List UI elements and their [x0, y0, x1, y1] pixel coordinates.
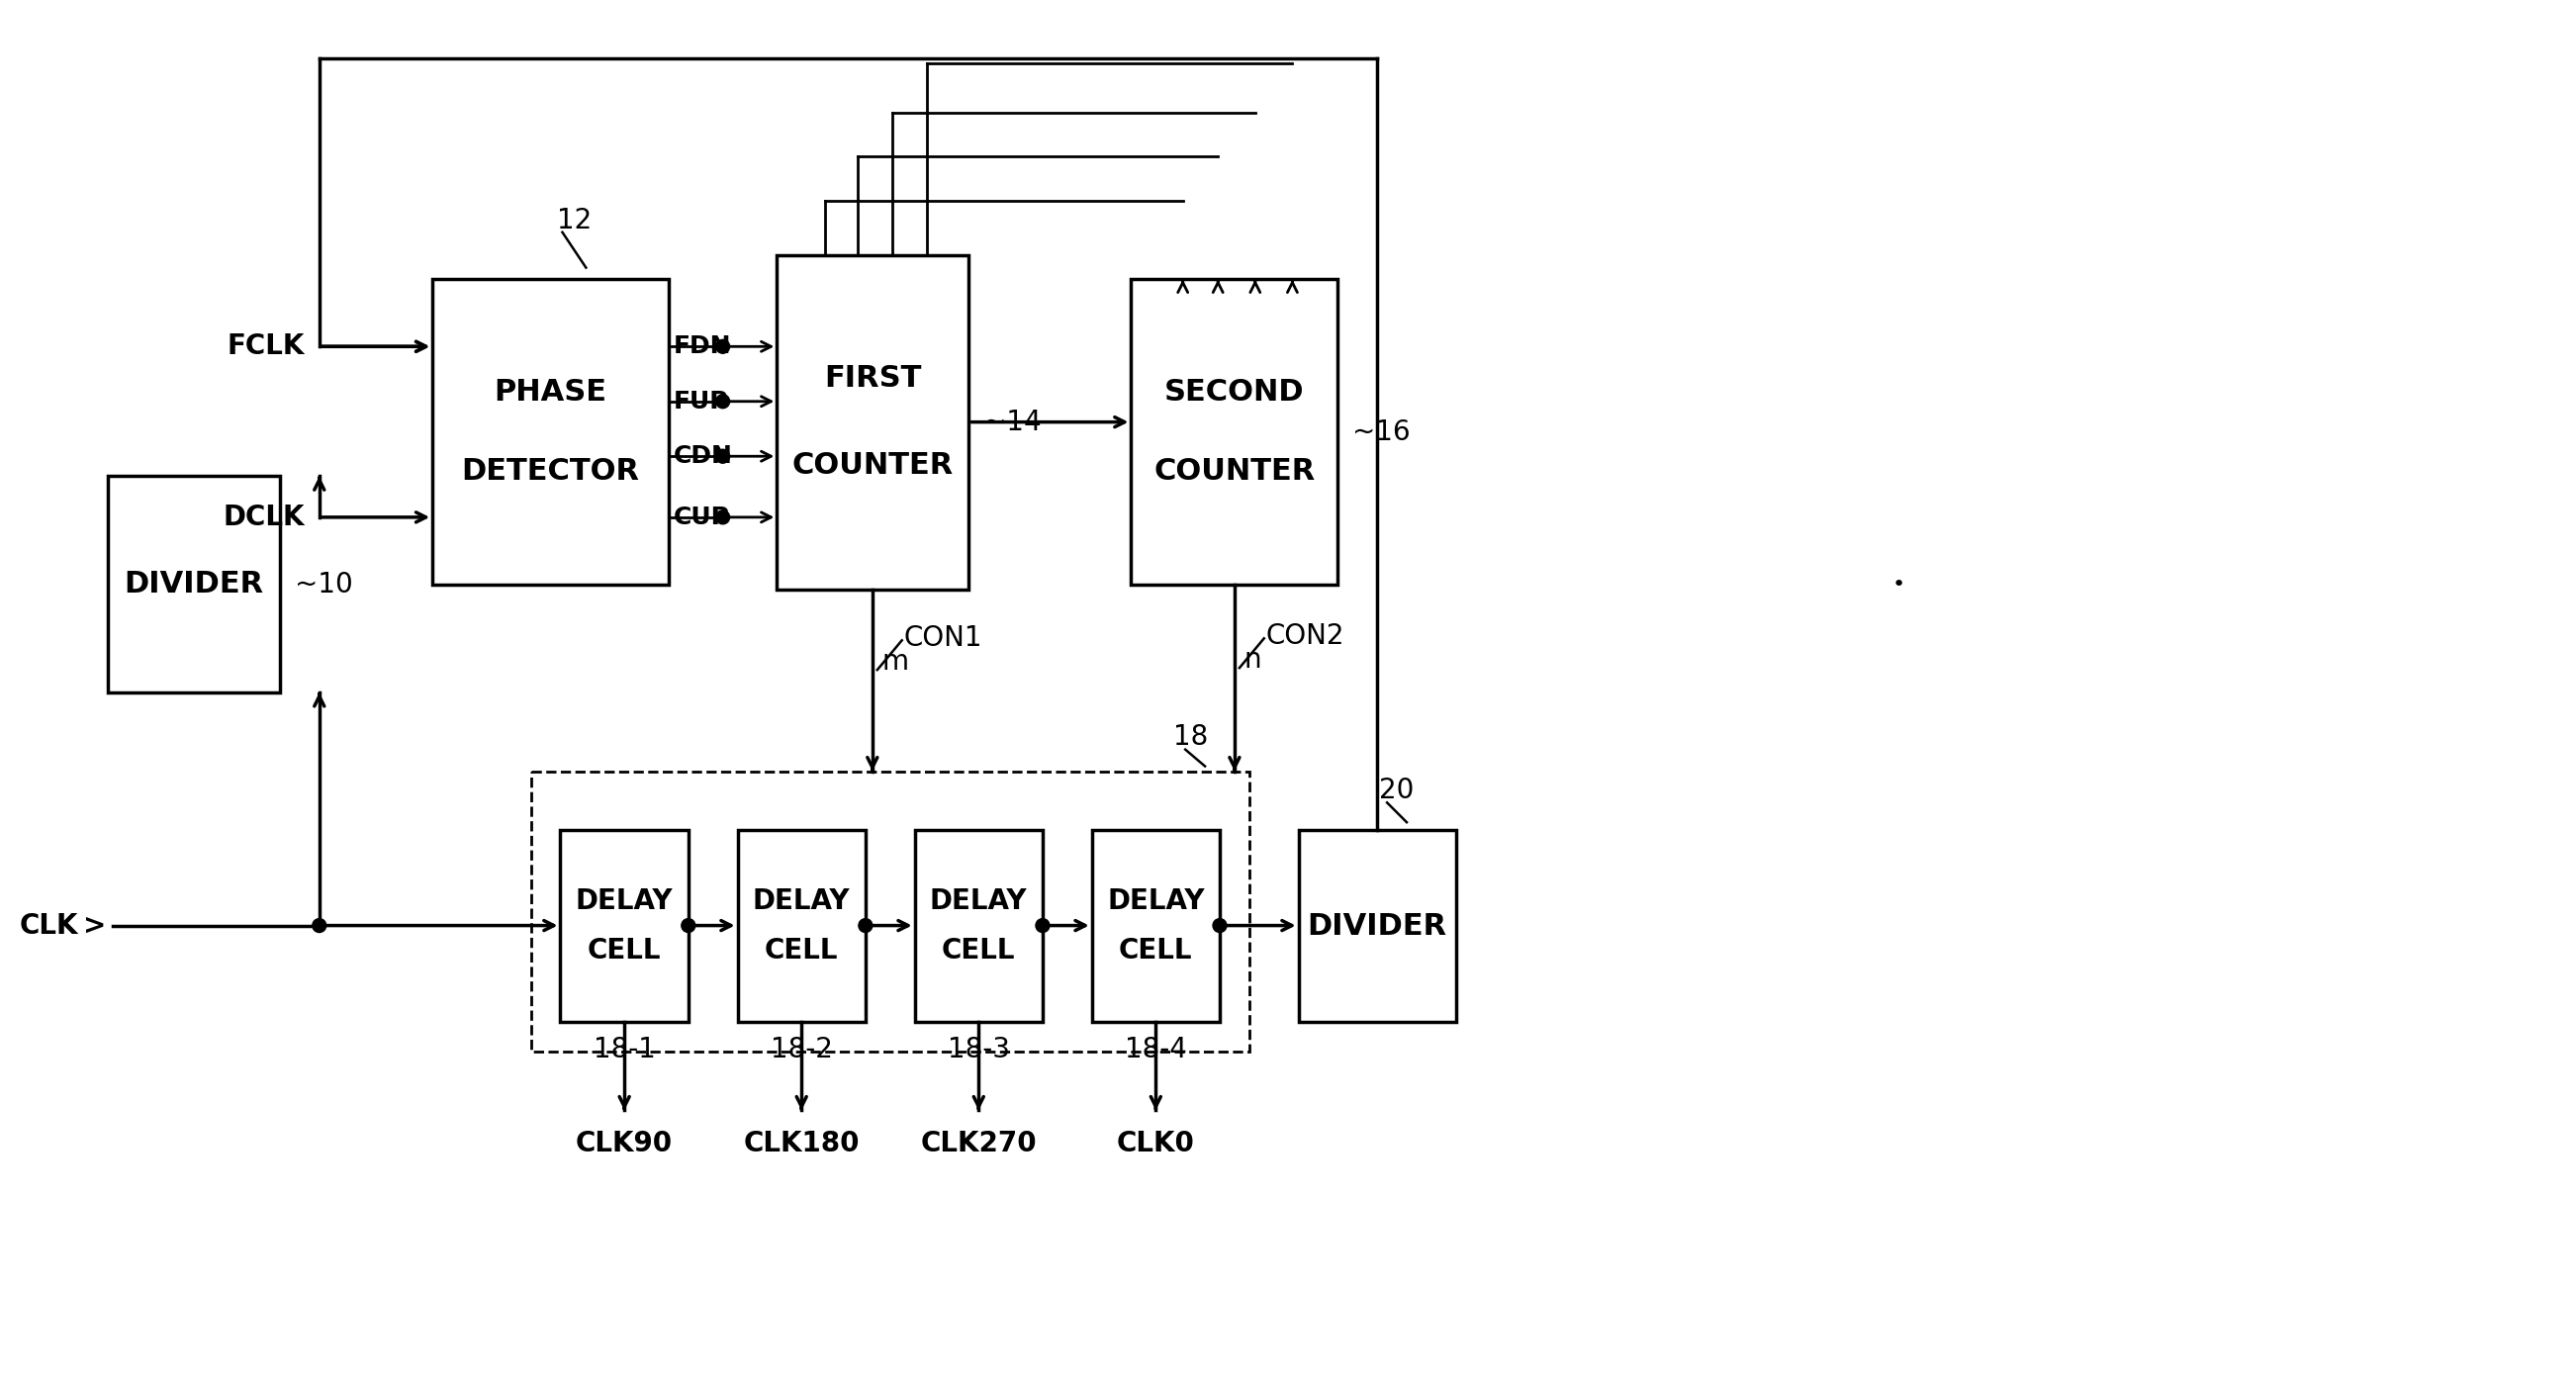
- Bar: [562, 830, 688, 1022]
- Text: ~10: ~10: [294, 570, 353, 598]
- Bar: [737, 830, 866, 1022]
- Text: DIVIDER: DIVIDER: [124, 570, 263, 598]
- Text: CON2: CON2: [1265, 623, 1345, 650]
- Text: 18: 18: [1172, 722, 1208, 750]
- Text: 18-2: 18-2: [770, 1036, 832, 1063]
- Circle shape: [1213, 918, 1226, 932]
- Text: COUNTER: COUNTER: [1154, 457, 1316, 486]
- Text: ~14: ~14: [984, 409, 1041, 436]
- Bar: [531, 771, 1249, 1051]
- Circle shape: [312, 918, 327, 932]
- Text: CELL: CELL: [765, 938, 837, 965]
- Text: DELAY: DELAY: [752, 887, 850, 916]
- Text: FIRST: FIRST: [824, 365, 922, 394]
- Bar: [914, 830, 1043, 1022]
- Text: m: m: [881, 648, 909, 675]
- Text: DCLK: DCLK: [224, 504, 304, 532]
- Circle shape: [716, 340, 729, 354]
- Text: DELAY: DELAY: [574, 887, 672, 916]
- Text: PHASE: PHASE: [495, 378, 608, 406]
- Circle shape: [858, 918, 873, 932]
- Circle shape: [1036, 918, 1048, 932]
- Text: ~16: ~16: [1352, 418, 1412, 446]
- Text: DIVIDER: DIVIDER: [1309, 911, 1448, 940]
- Text: COUNTER: COUNTER: [791, 452, 953, 479]
- Text: DELAY: DELAY: [1108, 887, 1206, 916]
- Circle shape: [716, 511, 729, 525]
- Text: DETECTOR: DETECTOR: [461, 457, 639, 486]
- Text: CELL: CELL: [587, 938, 662, 965]
- Text: n: n: [1244, 646, 1262, 674]
- Circle shape: [716, 395, 729, 409]
- Text: CLK0: CLK0: [1118, 1130, 1195, 1157]
- Text: DELAY: DELAY: [930, 887, 1028, 916]
- Text: 12: 12: [556, 207, 592, 235]
- Circle shape: [683, 918, 696, 932]
- Bar: [1298, 830, 1455, 1022]
- Bar: [1092, 830, 1221, 1022]
- Text: CLK: CLK: [21, 911, 77, 939]
- Text: FUP: FUP: [672, 389, 729, 413]
- Text: CLK180: CLK180: [744, 1130, 860, 1157]
- Text: CELL: CELL: [1118, 938, 1193, 965]
- Text: CELL: CELL: [943, 938, 1015, 965]
- Bar: [1131, 279, 1337, 584]
- Text: 20: 20: [1378, 778, 1414, 805]
- Bar: [108, 476, 281, 692]
- Text: 18-1: 18-1: [592, 1036, 654, 1063]
- Text: 18-4: 18-4: [1126, 1036, 1188, 1063]
- Text: 18-3: 18-3: [948, 1036, 1010, 1063]
- Bar: [433, 279, 670, 584]
- Text: >: >: [82, 911, 106, 939]
- Circle shape: [716, 449, 729, 463]
- Text: •: •: [1893, 574, 1906, 594]
- Text: CON1: CON1: [904, 624, 981, 652]
- Text: SECOND: SECOND: [1164, 378, 1303, 406]
- Text: CLK270: CLK270: [920, 1130, 1036, 1157]
- Text: FCLK: FCLK: [227, 333, 304, 360]
- Text: CUP: CUP: [672, 505, 729, 529]
- Text: FDN: FDN: [672, 334, 732, 359]
- Text: CLK90: CLK90: [577, 1130, 672, 1157]
- Text: CDN: CDN: [672, 445, 732, 468]
- Bar: [778, 255, 969, 590]
